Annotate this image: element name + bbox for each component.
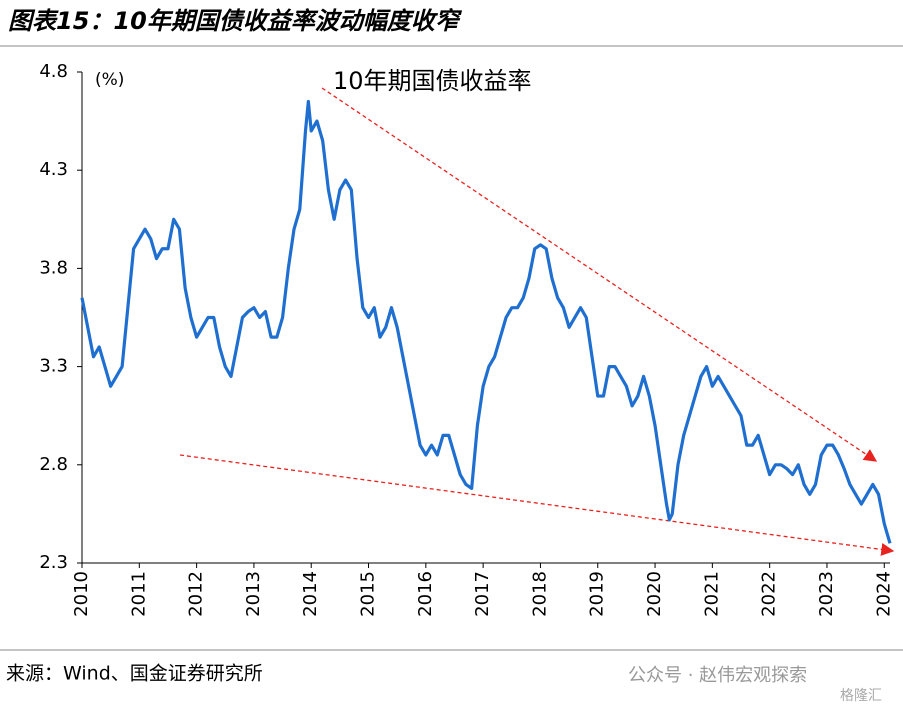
x-tick-label: 2022 [759,571,780,617]
y-tick-label: 4.8 [39,61,68,82]
source: 来源：Wind、国金证券研究所 [6,663,263,685]
title: 图表15：10年期国债收益率波动幅度收窄 [8,7,463,35]
x-tick-label: 2012 [186,571,207,617]
x-tick-label: 2014 [300,571,321,617]
logo: 格隆汇 [840,688,882,704]
x-tick-label: 2010 [71,571,92,617]
x-tick-label: 2020 [644,571,665,617]
unit-label: (%) [95,70,124,90]
x-tick-label: 2017 [472,571,493,617]
x-tick-label: 2011 [128,571,149,617]
lower-trend [179,454,895,556]
x-tick-label: 2019 [587,571,608,617]
x-tick-label: 2016 [415,571,436,617]
x-tick-label: 2024 [873,571,894,617]
plot: 2.3 2.8 3.3 3.8 4.3 4.8 2010 2011 2012 2013 2014 20… [39,61,894,617]
x-tick-label: 2018 [529,571,550,617]
y-tick-label: 4.3 [39,159,68,180]
annotation: 10年期国债收益率 [333,67,532,95]
x-tick-label: 2013 [243,571,264,617]
x-tick-label: 2023 [816,571,837,617]
series-line [80,99,892,544]
y-tick-label: 3.8 [39,257,68,278]
y-tick-label: 3.3 [39,356,68,377]
watermark: 公众号 · 赵伟宏观探索 [628,665,807,686]
x-tick-label: 2015 [358,571,379,617]
y-tick-label: 2.8 [39,454,68,475]
upper-trend [321,87,878,462]
x-tick-label: 2021 [701,571,722,617]
y-tick-label: 2.3 [39,552,68,573]
